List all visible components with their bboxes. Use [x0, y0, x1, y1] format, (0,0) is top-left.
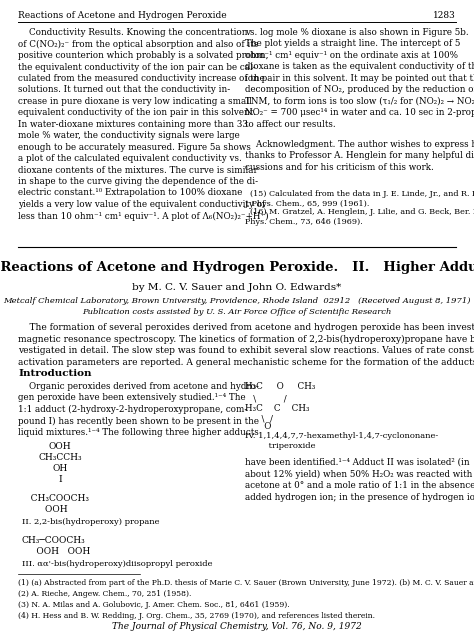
- Text: (1) (a) Abstracted from part of the Ph.D. thesis of Marie C. V. Sauer (Brown Uni: (1) (a) Abstracted from part of the Ph.D…: [18, 579, 474, 587]
- Text: \  /: \ /: [245, 414, 273, 423]
- Text: Introduction: Introduction: [18, 369, 91, 378]
- Text: (3) N. A. Milas and A. Golubovic, J. Amer. Chem. Soc., 81, 6461 (1959).: (3) N. A. Milas and A. Golubovic, J. Ame…: [18, 601, 290, 609]
- Text: The formation of several peroxides derived from acetone and hydrogen peroxide ha: The formation of several peroxides deriv…: [18, 323, 474, 367]
- Text: \          /: \ /: [245, 394, 287, 403]
- Text: Reactions of Acetone and Hydrogen Peroxide: Reactions of Acetone and Hydrogen Peroxi…: [18, 11, 227, 20]
- Text: (2) A. Rieche, Angew. Chem., 70, 251 (1958).: (2) A. Rieche, Angew. Chem., 70, 251 (19…: [18, 590, 191, 598]
- Text: The Journal of Physical Chemistry, Vol. 76, No. 9, 1972: The Journal of Physical Chemistry, Vol. …: [112, 622, 362, 631]
- Text: Acknowledgment. The author wishes to express his
thanks to Professor A. Henglein: Acknowledgment. The author wishes to exp…: [245, 140, 474, 172]
- Text: The Reactions of Acetone and Hydrogen Peroxide.   II.   Higher Adducts¹: The Reactions of Acetone and Hydrogen Pe…: [0, 261, 474, 274]
- Text: OOH: OOH: [49, 442, 71, 451]
- Text: H₃C    C    CH₃: H₃C C CH₃: [245, 404, 310, 413]
- Text: Publication costs assisted by U. S. Air Force Office of Scientific Research: Publication costs assisted by U. S. Air …: [82, 308, 392, 316]
- Text: (15) Calculated from the data in J. E. Linde, Jr., and R. Fuoss,
J. Phys. Chem.,: (15) Calculated from the data in J. E. L…: [245, 190, 474, 208]
- Text: III. αα'-bis(hydroperoxy)diisopropyl peroxide: III. αα'-bis(hydroperoxy)diisopropyl per…: [22, 560, 212, 568]
- Text: I: I: [58, 475, 62, 484]
- Text: H₃C     O     CH₃: H₃C O CH₃: [245, 382, 315, 391]
- Text: vs. log mole % dioxane is also shown in Figure 5b.
The plot yields a straight li: vs. log mole % dioxane is also shown in …: [245, 28, 474, 129]
- Text: Organic peroxides derived from acetone and hydro-
gen peroxide have been extensi: Organic peroxides derived from acetone a…: [18, 382, 259, 437]
- Text: (16) M. Gratzel, A. Henglein, J. Lilie, and G. Beck, Ber. Bunsenges.
Phys. Chem.: (16) M. Gratzel, A. Henglein, J. Lilie, …: [245, 208, 474, 226]
- Text: 1283: 1283: [433, 11, 456, 20]
- Text: by M. C. V. Sauer and John O. Edwards*: by M. C. V. Sauer and John O. Edwards*: [132, 283, 342, 292]
- Text: O: O: [245, 422, 272, 431]
- Text: have been identified.¹⁻⁴ Adduct II was isolated² (in
about 12% yield) when 50% H: have been identified.¹⁻⁴ Adduct II was i…: [245, 458, 474, 502]
- Text: CH₃─COOCH₃: CH₃─COOCH₃: [22, 536, 86, 545]
- Text: OH: OH: [52, 464, 68, 473]
- Text: IV. 1,1,4,4,7,7-hexamethyl-1,4,7-cyclononane-
         triperoxide: IV. 1,1,4,4,7,7-hexamethyl-1,4,7-cyclono…: [245, 432, 438, 450]
- Text: (4) H. Hess and B. W. Redding, J. Org. Chem., 35, 2769 (1970), and references li: (4) H. Hess and B. W. Redding, J. Org. C…: [18, 612, 375, 620]
- Text: CH₃COOCH₃: CH₃COOCH₃: [22, 494, 89, 503]
- Text: II. 2,2-bis(hydroperoxy) propane: II. 2,2-bis(hydroperoxy) propane: [22, 518, 159, 526]
- Text: OOH: OOH: [22, 505, 68, 514]
- Text: Metcalf Chemical Laboratory, Brown University, Providence, Rhode Island  02912  : Metcalf Chemical Laboratory, Brown Unive…: [3, 297, 471, 305]
- Text: CH₃CCH₃: CH₃CCH₃: [38, 453, 82, 462]
- Text: OOH   OOH: OOH OOH: [22, 547, 90, 556]
- Text: Conductivity Results. Knowing the concentration
of C(NO₂)₂⁻ from the optical abs: Conductivity Results. Knowing the concen…: [18, 28, 269, 221]
